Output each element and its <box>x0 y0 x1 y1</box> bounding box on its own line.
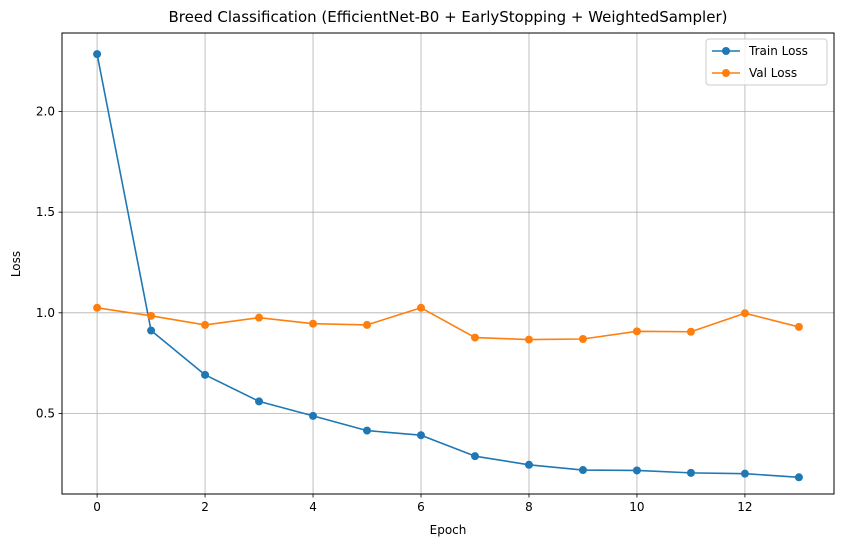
val-loss-point <box>686 327 695 336</box>
x-axis-ticks: 0 2 4 6 8 10 12 <box>93 494 753 514</box>
y-tick-label: 1.5 <box>36 205 55 219</box>
train-loss-point <box>309 411 318 420</box>
y-tick-label: 2.0 <box>36 105 55 119</box>
val-loss-point <box>794 322 803 331</box>
x-tick-label: 10 <box>629 500 644 514</box>
val-loss-point <box>201 320 210 329</box>
train-loss-point <box>417 431 426 440</box>
plot-area-frame <box>61 32 835 495</box>
train-loss-point <box>740 469 749 478</box>
x-tick-label: 2 <box>201 500 209 514</box>
train-loss-point <box>578 466 587 475</box>
train-loss-point <box>686 468 695 477</box>
val-loss-point <box>255 313 264 322</box>
x-tick-label: 12 <box>737 500 752 514</box>
val-loss-point <box>417 303 426 312</box>
y-axis-label: Loss <box>9 251 23 277</box>
y-tick-label: 1.0 <box>36 306 55 320</box>
legend-train-loss-marker <box>722 47 730 55</box>
val-loss-point <box>93 303 102 312</box>
train-loss-point <box>363 426 372 435</box>
y-tick-label: 0.5 <box>36 406 55 420</box>
grid-lines <box>62 33 834 494</box>
train-loss-point <box>794 473 803 482</box>
train-loss-point <box>470 452 479 461</box>
train-loss-point <box>632 466 641 475</box>
val-loss-point <box>470 333 479 342</box>
val-loss-point <box>740 309 749 318</box>
val-loss-point <box>309 319 318 328</box>
val-loss-point <box>524 335 533 344</box>
train-loss-point <box>255 397 264 406</box>
x-tick-label: 4 <box>309 500 317 514</box>
x-tick-label: 8 <box>525 500 533 514</box>
train-loss-point <box>201 370 210 379</box>
y-axis-ticks: 0.5 1.0 1.5 2.0 <box>36 105 62 420</box>
legend-train-loss-label: Train Loss <box>748 44 808 58</box>
legend-val-loss-marker <box>722 69 730 77</box>
train-loss-point <box>147 326 156 335</box>
series-layer <box>93 50 803 482</box>
val-loss-point <box>363 320 372 329</box>
train-loss-point <box>93 50 102 59</box>
legend: Train Loss Val Loss <box>705 38 828 86</box>
legend-val-loss-label: Val Loss <box>749 66 797 80</box>
val-loss-point <box>147 311 156 320</box>
x-tick-label: 6 <box>417 500 425 514</box>
train-loss-line <box>96 53 799 479</box>
train-loss-series <box>93 50 803 482</box>
val-loss-line <box>96 306 800 341</box>
x-axis-label: Epoch <box>430 523 467 537</box>
val-loss-point <box>578 334 587 343</box>
train-loss-point <box>524 460 533 469</box>
chart-title: Breed Classification (EfficientNet-B0 + … <box>169 8 728 26</box>
val-loss-point <box>632 327 641 336</box>
x-tick-label: 0 <box>93 500 101 514</box>
val-loss-series <box>93 303 803 344</box>
